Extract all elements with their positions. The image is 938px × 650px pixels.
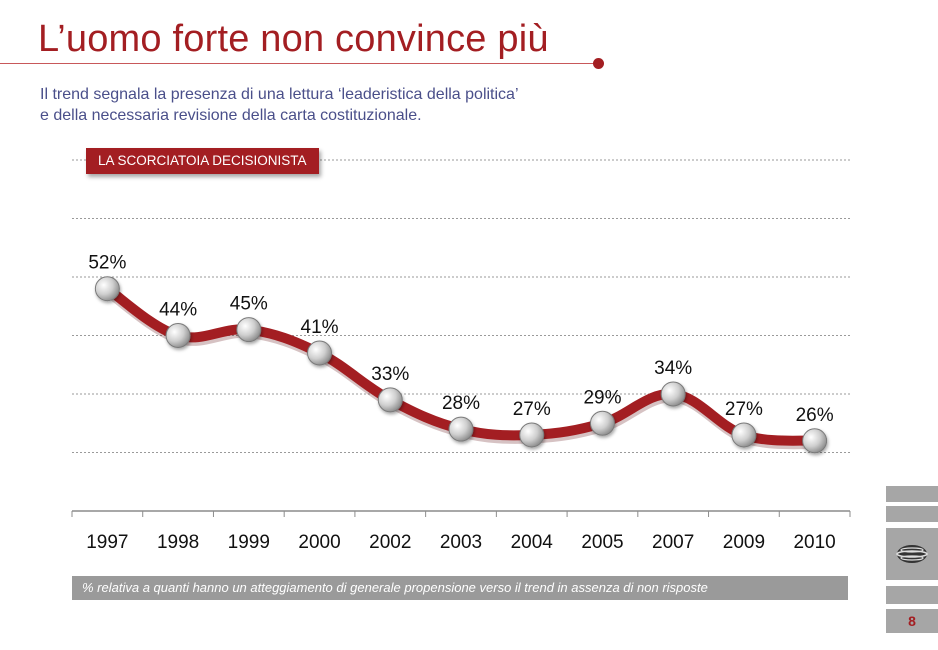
data-point xyxy=(802,428,828,454)
data-label: 34% xyxy=(654,358,692,379)
data-label: 52% xyxy=(88,253,126,274)
data-point xyxy=(660,381,686,407)
x-tick-label: 2002 xyxy=(369,532,411,553)
x-tick-label: 1999 xyxy=(228,532,270,553)
data-label: 28% xyxy=(442,393,480,414)
data-point xyxy=(731,422,757,448)
data-point xyxy=(519,422,545,448)
data-point xyxy=(307,340,333,366)
x-tick-label: 2005 xyxy=(581,532,623,553)
chart-section-tag: LA SCORCIATOIA DECISIONISTA xyxy=(86,148,319,174)
side-decor-block-3 xyxy=(886,586,938,604)
data-point xyxy=(236,317,262,343)
x-tick-label: 2004 xyxy=(511,532,554,553)
data-label: 41% xyxy=(301,317,339,338)
side-decor-block-2 xyxy=(886,506,938,522)
data-point xyxy=(448,416,474,442)
title-divider xyxy=(0,63,598,64)
data-label: 27% xyxy=(513,399,551,420)
subtitle: Il trend segnala la presenza di una lett… xyxy=(40,84,640,126)
x-tick-label: 2010 xyxy=(793,532,835,553)
data-point xyxy=(589,410,615,436)
x-tick-label: 2007 xyxy=(652,532,694,553)
side-decor-block-1 xyxy=(886,486,938,502)
data-point xyxy=(94,276,120,302)
subtitle-line-2: e della necessaria revisione della carta… xyxy=(40,107,422,124)
data-label: 27% xyxy=(725,399,763,420)
title-divider-dot xyxy=(593,58,604,69)
data-point xyxy=(165,323,191,348)
x-tick-label: 1997 xyxy=(86,532,128,553)
x-tick-label: 2009 xyxy=(723,532,765,553)
logo-box xyxy=(886,528,938,580)
data-point xyxy=(377,387,403,413)
x-tick-label: 1998 xyxy=(157,532,199,553)
x-tick-label: 2003 xyxy=(440,532,482,553)
page-title: L’uomo forte non convince più xyxy=(38,18,549,60)
globe-logo-icon xyxy=(896,545,928,563)
data-label: 26% xyxy=(796,405,834,426)
x-tick-label: 2000 xyxy=(298,532,340,553)
chart-footnote: % relativa a quanti hanno un atteggiamen… xyxy=(72,576,848,600)
data-label: 29% xyxy=(583,387,621,408)
page-number: 8 xyxy=(886,609,938,633)
data-label: 45% xyxy=(230,294,268,315)
subtitle-line-1: Il trend segnala la presenza di una lett… xyxy=(40,86,519,103)
data-label: 33% xyxy=(371,364,409,385)
data-label: 44% xyxy=(159,300,197,321)
